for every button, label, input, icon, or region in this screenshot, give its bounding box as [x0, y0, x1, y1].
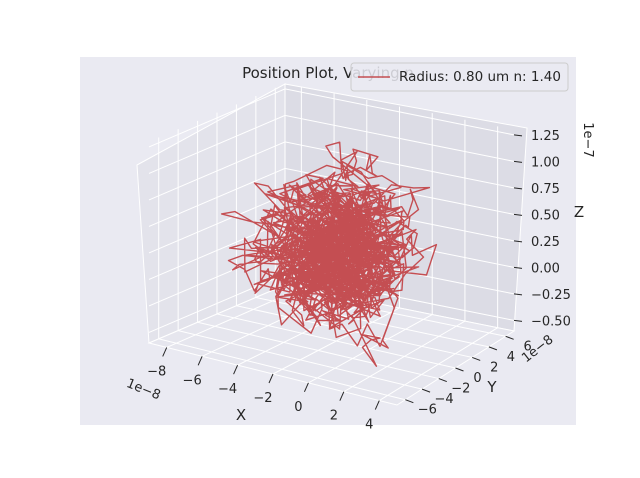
x-grid-line [343, 119, 466, 393]
y-grid-line [216, 112, 456, 369]
y-tick-mark [472, 356, 481, 361]
z-tick-label: 0.00 [531, 261, 560, 276]
x-tick-mark [374, 400, 380, 410]
z-grid-line [148, 114, 515, 174]
y-tick-label: −4 [434, 392, 453, 407]
z-grid-line [148, 88, 515, 148]
z-axis-multiplier: 1e−7 [580, 122, 595, 157]
y-axis-label: Y [486, 378, 497, 396]
y-tick-mark [488, 346, 498, 351]
x-tick-mark [233, 364, 239, 375]
z-tick-mark [513, 134, 523, 137]
x-tick-label: −4 [218, 382, 237, 397]
x-tick-mark [303, 382, 309, 393]
y-tick-label: −2 [451, 382, 470, 397]
x-tick-label: −6 [183, 373, 202, 388]
y-tick-label: 0 [473, 371, 481, 386]
x-grid-line [308, 113, 433, 384]
y-tick-mark [455, 367, 464, 372]
y-tick-mark [421, 388, 431, 393]
z-tick-label: −0.25 [531, 288, 571, 303]
x-tick-label: −8 [147, 364, 166, 379]
y-grid-line [255, 96, 490, 348]
x-tick-label: 4 [365, 418, 373, 433]
z-tick-mark [513, 240, 523, 243]
z-tick-label: −0.50 [531, 314, 571, 329]
z-axis-label: Z [574, 203, 584, 221]
trajectory-series [220, 141, 438, 367]
legend-label: Radius: 0.80 um n: 1.40 [399, 69, 561, 85]
z-grid-line [148, 141, 515, 201]
x-grid-line [379, 126, 499, 401]
y-tick-label: −6 [418, 403, 437, 418]
z-tick-label: 0.50 [531, 208, 560, 223]
z-grid-line [148, 167, 515, 227]
z-tick-mark [513, 187, 523, 190]
y-grid-line [235, 104, 473, 358]
x-axis-label: X [236, 406, 246, 424]
x-tick-mark [268, 373, 274, 384]
x-tick-mark [197, 356, 203, 366]
tick-labels: −8−6−4−2024−6−4−20246−0.50−0.250.000.250… [147, 129, 571, 433]
z-tick-mark [513, 319, 523, 322]
legend: Radius: 0.80 um n: 1.40 [350, 62, 569, 92]
z-tick-mark [513, 160, 523, 163]
x-grid-line [272, 106, 400, 375]
y-tick-label: 4 [507, 350, 515, 365]
y-tick-label: 6 [524, 339, 532, 354]
z-tick-mark [513, 213, 523, 216]
y-tick-label: 2 [490, 360, 498, 375]
x-tick-label: −2 [253, 391, 272, 406]
x-tick-label: 2 [330, 409, 338, 424]
z-tick-label: 0.25 [531, 235, 560, 250]
legend-box [350, 62, 569, 92]
z-tick-mark [513, 293, 523, 296]
trajectory-line [220, 141, 438, 367]
y-tick-mark [438, 378, 447, 383]
x-tick-label: 0 [294, 400, 302, 415]
y-tick-mark [405, 399, 414, 404]
y-grid-line [177, 129, 423, 390]
z-tick-label: 0.75 [531, 182, 560, 197]
z-tick-label: 1.00 [531, 155, 560, 170]
y-grid-line [158, 137, 406, 401]
axis-ticks [162, 134, 523, 410]
z-tick-mark [513, 266, 523, 269]
x-tick-mark [162, 347, 168, 357]
x-tick-mark [339, 391, 345, 401]
y-grid-line [197, 120, 439, 380]
y-tick-mark [505, 335, 514, 340]
z-tick-label: 1.25 [531, 129, 560, 144]
